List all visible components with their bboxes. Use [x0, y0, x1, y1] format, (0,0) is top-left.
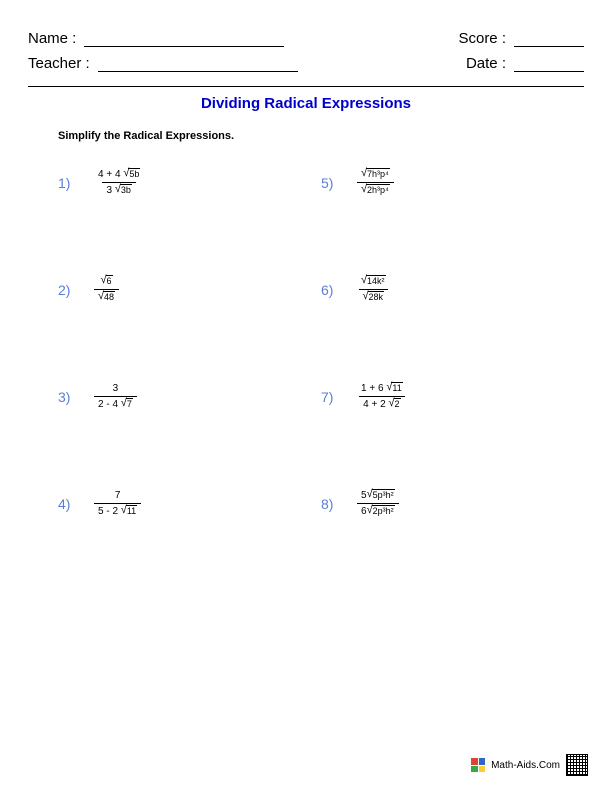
numerator: √7h³p⁴	[357, 168, 394, 182]
sqrt-icon: √11	[121, 505, 137, 517]
expression: √7h³p⁴ √2h³p⁴	[357, 168, 394, 197]
teacher-label: Teacher :	[28, 55, 90, 72]
date-blank	[514, 71, 584, 72]
qr-code-icon	[566, 754, 588, 776]
sqrt-icon: √6	[101, 275, 113, 287]
sqrt-icon: √3b	[115, 184, 132, 196]
expression: 3 2 - 4 √7	[94, 382, 137, 411]
problem-number: 6)	[321, 282, 357, 298]
problem-number: 3)	[58, 389, 94, 405]
denominator: 2 - 4 √7	[94, 396, 137, 411]
numerator: √14k²	[357, 275, 390, 289]
problem-8: 8) 5√5p³h² 6√2p³h²	[321, 489, 554, 518]
header-divider	[28, 86, 584, 87]
sqrt-icon: √7	[121, 398, 133, 410]
logo-icon	[471, 758, 485, 772]
denominator: 6√2p³h²	[357, 503, 399, 518]
name-blank	[84, 46, 284, 47]
problem-5: 5) √7h³p⁴ √2h³p⁴	[321, 168, 554, 197]
sqrt-icon: √5p³h²	[367, 489, 395, 501]
name-field: Name :	[28, 30, 284, 47]
expression: 4 + 4 √5b 3 √3b	[94, 168, 144, 197]
footer: Math-Aids.Com	[471, 754, 588, 776]
problem-2: 2) √6 √48	[58, 275, 291, 304]
problem-number: 7)	[321, 389, 357, 405]
problems-grid: 1) 4 + 4 √5b 3 √3b 5) √7h³p⁴ √2h³p⁴	[28, 168, 584, 518]
problem-7: 7) 1 + 6 √11 4 + 2 √2	[321, 382, 554, 411]
score-field: Score :	[458, 30, 584, 47]
denominator: 4 + 2 √2	[359, 396, 404, 411]
problem-4: 4) 7 5 - 2 √11	[58, 489, 291, 518]
header-row-1: Name : Score :	[28, 30, 584, 47]
numerator: 3	[109, 382, 123, 396]
date-label: Date :	[466, 55, 506, 72]
score-blank	[514, 46, 584, 47]
problem-number: 5)	[321, 175, 357, 191]
sqrt-icon: √7h³p⁴	[361, 168, 390, 180]
sqrt-icon: √48	[98, 291, 115, 303]
problem-number: 8)	[321, 496, 357, 512]
numerator: 7	[111, 489, 125, 503]
score-label: Score :	[458, 30, 506, 47]
expression: 1 + 6 √11 4 + 2 √2	[357, 382, 407, 411]
problem-3: 3) 3 2 - 4 √7	[58, 382, 291, 411]
problem-number: 1)	[58, 175, 94, 191]
denominator: √2h³p⁴	[357, 182, 394, 197]
problem-1: 1) 4 + 4 √5b 3 √3b	[58, 168, 291, 197]
problem-6: 6) √14k² √28k	[321, 275, 554, 304]
page-title: Dividing Radical Expressions	[28, 95, 584, 112]
worksheet-page: Name : Score : Teacher : Date : Dividing…	[0, 0, 612, 518]
sqrt-icon: √11	[386, 382, 402, 394]
expression: 5√5p³h² 6√2p³h²	[357, 489, 399, 518]
teacher-blank	[98, 71, 298, 72]
denominator: 5 - 2 √11	[94, 503, 141, 518]
sqrt-icon: √5b	[123, 168, 140, 180]
date-field: Date :	[466, 55, 584, 72]
problem-number: 2)	[58, 282, 94, 298]
numerator: 5√5p³h²	[357, 489, 399, 503]
sqrt-icon: √14k²	[361, 275, 386, 287]
problem-number: 4)	[58, 496, 94, 512]
numerator: 4 + 4 √5b	[94, 168, 144, 182]
expression: √6 √48	[94, 275, 119, 304]
expression: 7 5 - 2 √11	[94, 489, 141, 518]
teacher-field: Teacher :	[28, 55, 298, 72]
sqrt-icon: √2p³h²	[367, 505, 395, 517]
instructions: Simplify the Radical Expressions.	[58, 130, 584, 142]
name-label: Name :	[28, 30, 76, 47]
denominator: √28k	[359, 289, 389, 304]
sqrt-icon: √2	[388, 398, 400, 410]
expression: √14k² √28k	[357, 275, 390, 304]
numerator: √6	[97, 275, 117, 289]
denominator: √48	[94, 289, 119, 304]
sqrt-icon: √28k	[363, 291, 385, 303]
denominator: 3 √3b	[102, 182, 135, 197]
sqrt-icon: √2h³p⁴	[361, 184, 390, 196]
header-row-2: Teacher : Date :	[28, 55, 584, 72]
footer-site: Math-Aids.Com	[491, 760, 560, 771]
numerator: 1 + 6 √11	[357, 382, 407, 396]
